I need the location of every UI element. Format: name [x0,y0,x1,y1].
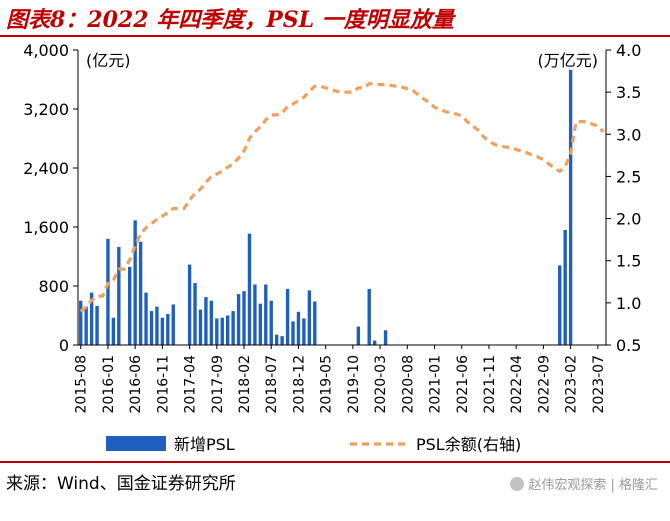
x-tick-label: 2016-01 [101,355,117,414]
watermark-text: 赵伟宏观探索 | 格隆汇 [528,478,658,493]
title-rule [0,35,670,37]
legend-line-label: PSL余额(右轴) [416,435,521,454]
psl-bar [367,288,371,345]
psl-bar [187,264,192,345]
psl-bar [198,309,203,345]
psl-bar [166,314,170,345]
psl-bar [372,340,377,345]
psl-bar [144,292,148,345]
right-unit-label: (万亿元) [538,51,599,70]
psl-bar [280,336,284,345]
psl-bar [568,69,573,345]
psl-bar [111,317,116,345]
watermark: 赵伟宏观探索 | 格隆汇 [510,474,658,493]
psl-bar [383,330,388,345]
psl-bar [274,334,279,345]
psl-bar [242,291,246,345]
psl-bar [138,241,143,345]
chart-title: 图表8：2022 年四季度，PSL 一度明显放量 [6,7,454,33]
x-tick-label: 2022-09 [536,355,552,414]
psl-bar [313,301,317,345]
psl-bar [264,284,268,345]
psl-bar [269,300,273,345]
x-tick-label: 2021-01 [428,355,444,414]
right-tick-label: 0.5 [616,336,641,355]
x-tick-label: 2021-11 [482,355,498,414]
x-tick-label: 2016-06 [128,355,144,414]
psl-bar [558,265,562,345]
right-tick-label: 1.0 [616,294,641,313]
x-tick-label: 2022-04 [509,355,525,414]
psl-bar [563,229,567,345]
psl-bar [133,220,137,345]
psl-bar [253,284,257,345]
psl-bar [171,304,175,345]
psl-bar [160,317,165,345]
psl-bar [84,306,88,345]
source-note: 来源：Wind、国金证券研究所 [6,474,236,494]
legend-bar-label: 新增PSL [174,435,235,454]
psl-bar [117,246,121,345]
x-tick-label: 2018-07 [264,355,280,414]
psl-bar [89,292,94,345]
psl-bar [285,288,290,345]
x-tick-label: 2015-08 [74,355,90,414]
psl-bar [226,315,230,345]
right-tick-label: 4.0 [616,41,641,60]
psl-bar [247,233,252,345]
psl-bar [258,303,263,345]
right-tick-label: 3.0 [616,125,641,144]
psl-bar [236,294,241,345]
psl-bar [302,318,306,345]
psl-bar [231,311,235,345]
psl-bar [209,300,214,345]
psl-bar [215,318,219,345]
left-tick-label: 1,600 [23,218,69,237]
left-tick-label: 2,400 [23,159,69,178]
x-tick-label: 2018-02 [237,355,253,414]
psl-balance-line [79,82,605,313]
right-tick-label: 3.5 [616,83,641,102]
psl-bar [204,297,208,345]
left-tick-label: 800 [38,277,69,296]
left-tick-label: 3,200 [23,100,69,119]
x-tick-label: 2017-09 [210,355,226,414]
watermark-icon [510,477,525,491]
psl-bar [79,300,83,345]
x-tick-label: 2020-03 [373,355,389,414]
x-tick-label: 2018-12 [292,355,308,414]
x-tick-label: 2023-07 [591,355,607,414]
psl-bar [106,238,110,345]
right-tick-label: 2.5 [616,167,641,186]
psl-bar [95,305,99,345]
x-tick-label: 2023-02 [564,355,580,414]
psl-bar [193,283,197,345]
psl-bar [128,266,132,345]
left-unit-label: (亿元) [86,51,131,70]
x-tick-label: 2016-11 [155,355,171,414]
psl-bar [149,311,154,345]
x-tick-label: 2020-08 [400,355,416,414]
left-tick-label: 0 [59,336,69,355]
source-rule [0,461,670,463]
psl-bar [155,306,159,345]
x-tick-label: 2019-05 [319,355,335,414]
x-tick-label: 2019-10 [346,355,362,414]
right-tick-label: 1.5 [616,252,641,271]
psl-bar [220,317,224,345]
psl-bar [291,321,295,345]
legend-bar-swatch [106,436,166,451]
psl-bar [356,326,361,345]
right-tick-label: 2.0 [616,210,641,229]
psl-bar [307,290,312,345]
x-tick-label: 2021-06 [455,355,471,414]
left-tick-label: 4,000 [23,41,69,60]
psl-bar [296,311,301,345]
x-tick-label: 2017-04 [183,355,199,414]
